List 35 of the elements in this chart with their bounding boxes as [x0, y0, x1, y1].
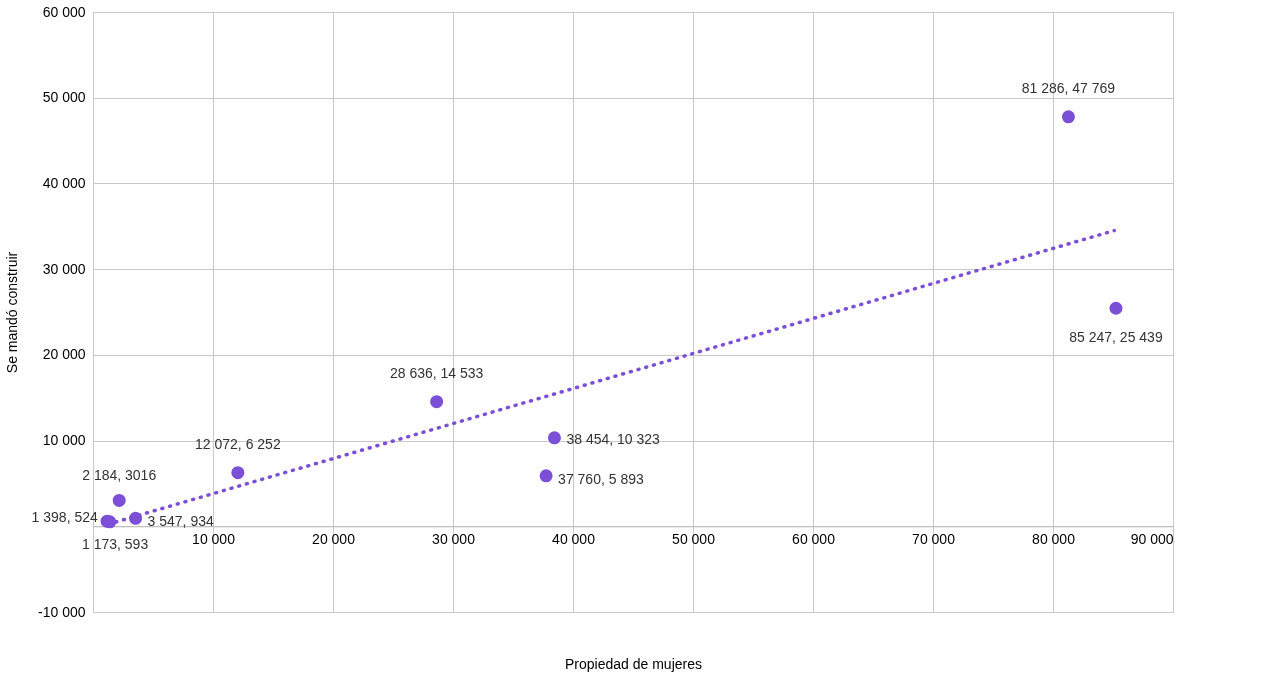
x-tick-label: 30 000 — [432, 530, 476, 547]
point — [1109, 301, 1123, 315]
data-label: 81 286, 47 769 — [1021, 79, 1116, 96]
data-label: 37 760, 5 893 — [558, 470, 644, 487]
y-tick-label: 10 000 — [42, 432, 86, 449]
data-label: 2 184, 3016 — [82, 467, 157, 484]
y-axis-title: Se mandó construir — [4, 251, 21, 374]
x-tick-label: 80 000 — [1032, 530, 1076, 547]
data-label: 12 072, 6 252 — [195, 435, 281, 452]
y-tick-label: -10 000 — [38, 603, 86, 620]
y-tick-label: 50 000 — [42, 89, 86, 106]
x-tick-label: 40 000 — [552, 530, 596, 547]
y-tick-label: 30 000 — [42, 260, 86, 277]
data-label: 1 398, 524 — [31, 508, 98, 525]
point — [1061, 110, 1075, 124]
x-tick-label: 50 000 — [672, 530, 716, 547]
x-tick-label: 70 000 — [912, 530, 956, 547]
y-tick-label: 20 000 — [42, 346, 86, 363]
data-label: 85 247, 25 439 — [1069, 329, 1163, 346]
x-tick-label: 10 000 — [192, 530, 236, 547]
data-label: 3 547, 934 — [147, 513, 214, 530]
y-tick-label: 40 000 — [42, 174, 86, 191]
data-label: 28 636, 14 533 — [389, 364, 484, 381]
point — [430, 395, 444, 409]
data-label: 38 454, 10 323 — [566, 430, 661, 447]
point — [231, 466, 245, 480]
point — [112, 493, 126, 507]
x-tick-label: 20 000 — [312, 530, 356, 547]
x-axis-title: Propiedad de mujeres — [565, 655, 702, 672]
point — [539, 469, 553, 483]
x-tick-label: 60 000 — [792, 530, 836, 547]
x-tick-label: 90 000 — [1130, 530, 1174, 547]
y-tick-label: 60 000 — [42, 3, 86, 20]
data-label: 1 173, 593 — [81, 536, 149, 553]
point — [547, 431, 561, 445]
